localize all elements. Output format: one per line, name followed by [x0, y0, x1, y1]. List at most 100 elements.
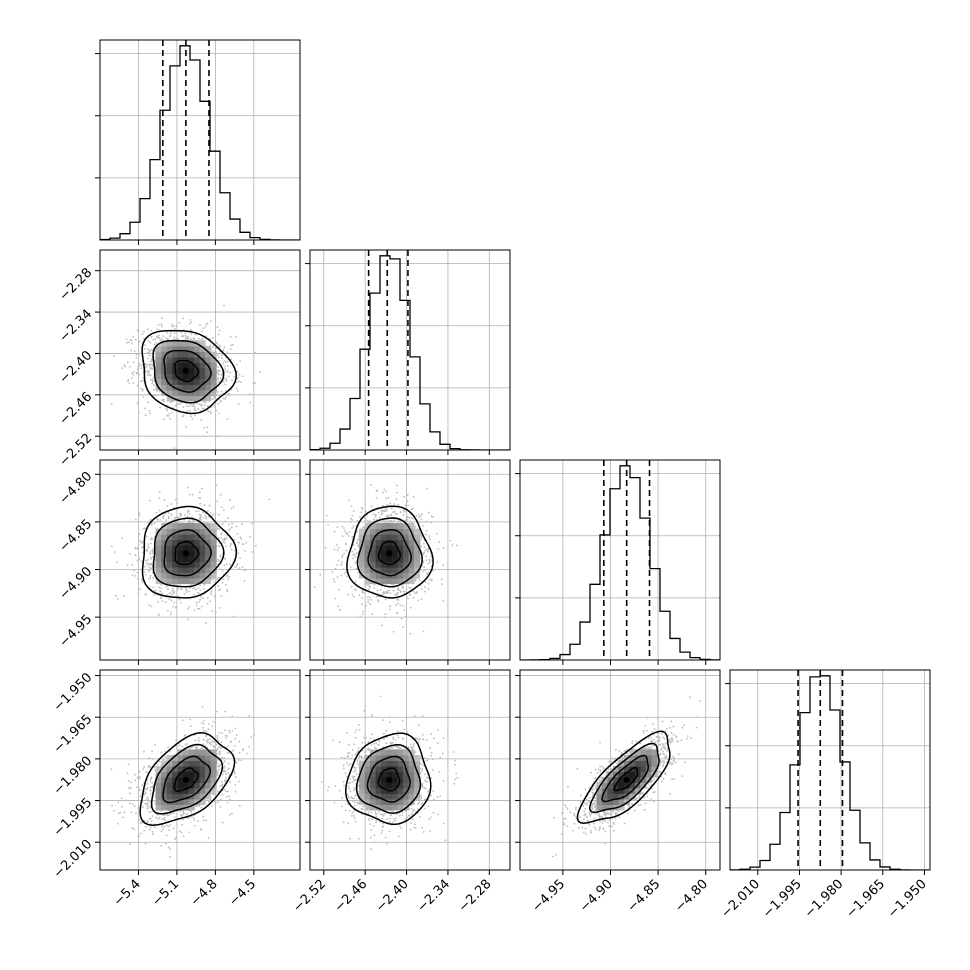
sample-point — [138, 533, 141, 536]
sample-point — [241, 566, 244, 568]
sample-point — [400, 585, 403, 588]
contour — [174, 359, 200, 383]
sample-point — [195, 601, 198, 604]
sample-point — [343, 527, 345, 529]
density-cell — [188, 561, 195, 568]
sample-point — [130, 339, 133, 342]
density-cell — [397, 545, 404, 552]
sample-point — [167, 814, 170, 817]
sample-point — [206, 431, 209, 434]
density-cell — [199, 572, 206, 579]
sample-point — [160, 596, 162, 599]
sample-point — [192, 403, 195, 406]
sample-point — [169, 401, 172, 404]
sample-point — [222, 397, 225, 400]
sample-point — [428, 560, 431, 563]
sample-point — [225, 563, 228, 566]
density-cell — [166, 384, 173, 391]
sample-point — [336, 544, 338, 546]
contour — [152, 517, 225, 588]
sample-point — [150, 329, 153, 332]
sample-point — [427, 548, 430, 551]
sample-point — [142, 338, 145, 340]
sample-point — [327, 524, 329, 526]
sample-point — [218, 607, 221, 609]
density-cell — [205, 556, 212, 563]
sample-point — [214, 611, 217, 614]
sample-point — [214, 594, 217, 597]
density-cell — [188, 373, 195, 380]
sample-point — [375, 496, 378, 499]
density-cell — [188, 351, 195, 358]
sample-point — [204, 325, 207, 328]
sample-point — [402, 605, 405, 607]
sample-point — [134, 554, 137, 557]
sample-point — [224, 365, 226, 368]
density-cell — [199, 523, 206, 530]
sample-point — [376, 490, 379, 493]
sample-point — [421, 565, 424, 567]
sample-point — [215, 578, 218, 581]
sample-point — [214, 415, 217, 418]
sample-point — [152, 586, 155, 589]
sample-point — [165, 519, 168, 522]
density-cell — [414, 572, 421, 579]
sample-point — [203, 401, 206, 403]
sample-point — [367, 599, 370, 601]
density-cell — [188, 539, 195, 546]
sample-point — [146, 363, 149, 366]
density-cell — [199, 378, 206, 385]
sample-point — [351, 593, 354, 596]
density-cell — [414, 567, 421, 574]
sample-point — [356, 538, 359, 541]
sample-point — [147, 546, 150, 549]
density-cell — [188, 378, 195, 385]
sample-point — [171, 593, 173, 596]
density-cell — [161, 528, 168, 535]
density-cell — [403, 561, 410, 568]
sample-point — [225, 537, 228, 540]
panel-frame — [309, 459, 511, 661]
sample-point — [136, 559, 139, 562]
sample-point — [384, 508, 386, 511]
sample-point — [354, 588, 356, 591]
contour-lines — [141, 329, 237, 415]
density-cell — [177, 362, 184, 369]
density-cell — [370, 550, 377, 557]
density-cell — [386, 523, 393, 530]
sample-point — [130, 349, 133, 352]
sample-point — [227, 578, 230, 580]
sample-point — [410, 508, 413, 511]
sample-point — [182, 317, 185, 320]
sample-point — [347, 535, 350, 537]
sample-point — [115, 594, 117, 597]
sample-point — [216, 371, 219, 374]
sample-point — [236, 390, 239, 392]
sample-point — [209, 344, 212, 347]
sample-point — [187, 618, 189, 621]
density-cell — [183, 389, 190, 396]
sample-point — [137, 373, 140, 376]
sample-point — [123, 811, 126, 814]
density-cell — [414, 528, 421, 535]
sample-point — [149, 786, 152, 789]
sample-point — [397, 520, 400, 523]
sample-point — [198, 517, 201, 519]
density-cell — [155, 356, 162, 363]
density-cell — [397, 578, 404, 585]
sample-point — [209, 600, 211, 603]
sample-point — [146, 328, 149, 331]
sample-point — [138, 512, 141, 515]
sample-point — [254, 382, 256, 384]
sample-point — [412, 590, 415, 593]
sample-point — [218, 369, 221, 372]
sample-point — [235, 565, 238, 568]
contour — [346, 505, 434, 599]
sample-point — [204, 514, 207, 517]
sample-point — [369, 596, 371, 599]
sample-point — [206, 322, 209, 325]
sample-point — [180, 514, 183, 516]
sample-point — [202, 516, 205, 519]
density-cell — [205, 578, 212, 585]
sample-point — [382, 591, 384, 594]
